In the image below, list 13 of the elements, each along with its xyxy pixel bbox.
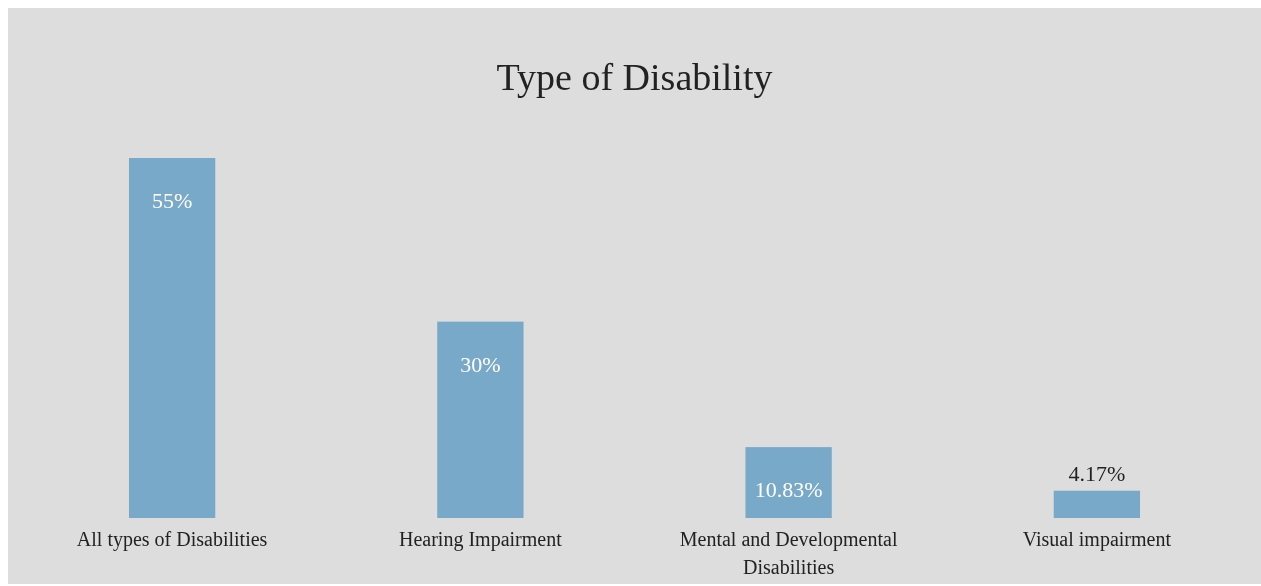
x-tick-label: All types of Disabilities (76, 528, 268, 551)
bar (128, 158, 216, 518)
x-tick-label: Hearing Impairment (399, 528, 563, 551)
x-tick-label: Visual impairment (1022, 528, 1172, 551)
bar (1053, 490, 1141, 518)
bar (745, 447, 832, 518)
x-tick-label: Mental and Developmental Disabilities (679, 528, 898, 578)
data-label: 4.17% (1068, 460, 1126, 486)
data-label: 55% (151, 188, 193, 213)
chart-title: Type of Disability (496, 56, 773, 98)
bar (437, 321, 524, 518)
data-label: 30% (460, 351, 501, 377)
data-label: 10.83% (754, 477, 823, 503)
